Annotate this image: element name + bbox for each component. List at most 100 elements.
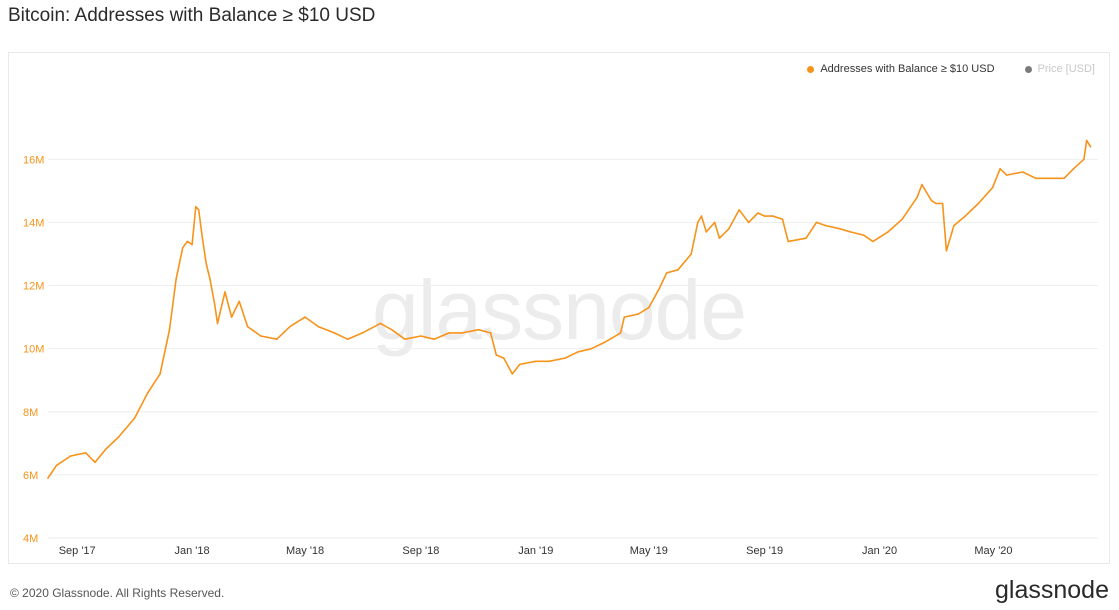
data-point	[728, 228, 730, 230]
brand-logo: glassnode	[995, 576, 1109, 604]
data-point	[104, 448, 107, 451]
data-point	[201, 237, 204, 239]
data-point	[175, 278, 177, 281]
y-tick-label: 16M	[23, 154, 44, 166]
data-point	[781, 218, 784, 221]
data-point	[590, 347, 593, 350]
data-point	[69, 455, 72, 457]
data-point	[945, 250, 948, 252]
data-point	[1035, 177, 1037, 180]
data-point	[999, 168, 1001, 170]
data-point	[519, 363, 521, 366]
data-point	[181, 246, 184, 249]
x-tick-label: May '18	[286, 545, 324, 557]
x-tick-label: Jan '18	[175, 545, 210, 557]
data-point	[548, 360, 550, 363]
x-tick-label: May '19	[630, 545, 668, 557]
data-point	[197, 209, 200, 211]
data-point	[1089, 145, 1092, 148]
data-point	[772, 215, 774, 217]
data-point	[304, 316, 306, 318]
data-point	[317, 325, 320, 328]
data-point	[461, 332, 464, 334]
data-point	[55, 464, 58, 467]
data-point	[977, 202, 980, 205]
data-point	[1072, 168, 1075, 170]
data-point	[535, 360, 537, 363]
series-layer	[47, 139, 1092, 479]
y-tick-label: 6M	[23, 470, 38, 482]
data-point	[718, 237, 721, 239]
data-point	[637, 313, 640, 315]
y-tick-label: 14M	[23, 217, 44, 229]
data-point	[763, 215, 766, 217]
data-point	[246, 325, 249, 328]
data-point	[916, 196, 918, 198]
data-point	[404, 338, 406, 341]
data-point	[805, 237, 807, 239]
legend-item-price[interactable]: Price [USD]	[1024, 63, 1095, 75]
y-tick-label: 4M	[23, 533, 38, 545]
legend-item-addresses[interactable]: Addresses with Balance ≥ $10 USD	[807, 63, 995, 75]
data-point	[477, 328, 480, 331]
x-tick-label: May '20	[974, 545, 1012, 557]
data-point	[930, 199, 933, 202]
data-point	[230, 316, 233, 318]
data-point	[511, 373, 514, 375]
data-point	[901, 218, 903, 221]
x-tick-label: Jan '20	[862, 545, 897, 557]
data-point	[665, 272, 668, 274]
data-point	[276, 338, 278, 341]
data-point	[94, 461, 96, 464]
data-point	[1005, 174, 1008, 176]
data-point	[495, 354, 498, 356]
data-point	[700, 215, 703, 217]
data-point	[825, 224, 827, 227]
data-point	[623, 316, 626, 318]
data-point	[224, 291, 226, 293]
data-point	[690, 253, 692, 255]
legend: Addresses with Balance ≥ $10 USD Price […	[777, 63, 1095, 75]
data-point	[117, 436, 120, 438]
data-point	[84, 452, 87, 454]
data-point	[205, 262, 207, 265]
axis-layer: 4M 6M 8M 10M 12M 14M 16M Sep '17 Jan '18 May '18 S…	[23, 154, 1013, 557]
data-point	[159, 373, 161, 375]
data-point	[1050, 177, 1052, 180]
data-point	[941, 202, 944, 205]
data-point	[872, 240, 874, 243]
data-point	[133, 417, 136, 419]
data-point	[991, 186, 994, 189]
data-point	[361, 332, 364, 334]
data-point	[209, 278, 211, 281]
data-point	[489, 332, 492, 334]
x-tick-label: Sep '19	[746, 545, 783, 557]
data-point	[333, 332, 336, 334]
data-point	[839, 228, 841, 230]
copyright-text: © 2020 Glassnode. All Rights Reserved.	[10, 586, 225, 600]
data-point	[658, 287, 660, 290]
data-point	[1021, 171, 1024, 173]
data-point	[648, 306, 650, 309]
data-point	[887, 231, 889, 233]
data-point	[964, 215, 966, 217]
data-point	[705, 231, 708, 233]
data-point	[433, 338, 435, 341]
data-point	[677, 269, 679, 271]
data-point	[577, 351, 579, 353]
data-point	[564, 357, 566, 359]
chart-panel	[8, 52, 1110, 564]
data-point	[953, 224, 955, 227]
data-point	[379, 322, 382, 325]
data-point	[713, 221, 716, 224]
data-point	[260, 335, 262, 337]
data-point	[289, 325, 291, 328]
legend-label-price: Price [USD]	[1037, 63, 1095, 75]
data-point	[1085, 139, 1088, 142]
data-point	[1063, 177, 1065, 180]
legend-dot-orange-icon	[807, 65, 815, 73]
data-point	[1083, 158, 1085, 161]
data-point	[47, 477, 49, 479]
data-point	[420, 335, 422, 337]
data-point	[757, 212, 759, 214]
